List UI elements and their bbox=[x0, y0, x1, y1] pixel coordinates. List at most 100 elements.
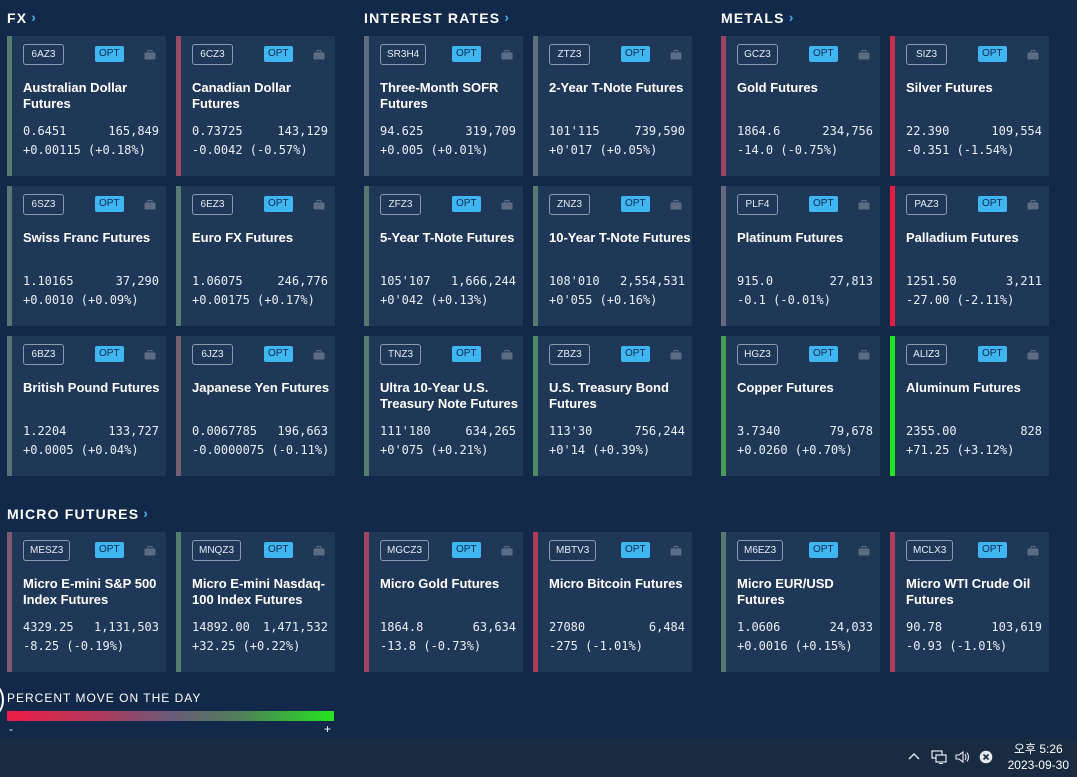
options-badge[interactable]: OPT bbox=[809, 346, 838, 362]
section-title-fx[interactable]: FX › bbox=[7, 10, 37, 26]
symbol-tag[interactable]: SR3H4 bbox=[380, 44, 427, 65]
briefcase-icon[interactable] bbox=[501, 347, 513, 360]
options-badge[interactable]: OPT bbox=[978, 196, 1007, 212]
options-badge[interactable]: OPT bbox=[452, 542, 481, 558]
briefcase-icon[interactable] bbox=[501, 197, 513, 210]
futures-card[interactable]: PLF4 OPT Platinum Futures 915.0 27,813 -0.1 (… bbox=[721, 186, 880, 326]
briefcase-icon[interactable] bbox=[858, 197, 870, 210]
section-title-metals[interactable]: METALS › bbox=[721, 10, 795, 26]
futures-card[interactable]: PAZ3 OPT Palladium Futures 1251.50 3,211 -27.… bbox=[890, 186, 1049, 326]
symbol-tag[interactable]: M6EZ3 bbox=[737, 540, 784, 561]
options-badge[interactable]: OPT bbox=[452, 46, 481, 62]
options-badge[interactable]: OPT bbox=[452, 346, 481, 362]
futures-card[interactable]: MCLX3 OPT Micro WTI Crude Oil Futures 90.78… bbox=[890, 532, 1049, 672]
symbol-tag[interactable]: ALIZ3 bbox=[906, 344, 947, 365]
futures-card[interactable]: HGZ3 OPT Copper Futures 3.7340 79,678 +0.0260… bbox=[721, 336, 880, 476]
futures-card[interactable]: MGCZ3 OPT Micro Gold Futures 1864.8 63,634 -1… bbox=[364, 532, 523, 672]
briefcase-icon[interactable] bbox=[144, 197, 156, 210]
briefcase-icon[interactable] bbox=[144, 47, 156, 60]
symbol-tag[interactable]: MCLX3 bbox=[906, 540, 954, 561]
chevron-up-icon[interactable] bbox=[907, 750, 921, 766]
symbol-tag[interactable]: 6SZ3 bbox=[23, 194, 64, 215]
options-badge[interactable]: OPT bbox=[978, 46, 1007, 62]
options-badge[interactable]: OPT bbox=[264, 46, 293, 62]
symbol-tag[interactable]: GCZ3 bbox=[737, 44, 778, 65]
options-badge[interactable]: OPT bbox=[621, 46, 650, 62]
options-badge[interactable]: OPT bbox=[621, 346, 650, 362]
futures-card[interactable]: ALIZ3 OPT Aluminum Futures 2355.00 828 +71.25… bbox=[890, 336, 1049, 476]
options-badge[interactable]: OPT bbox=[978, 542, 1007, 558]
futures-card[interactable]: SIZ3 OPT Silver Futures 22.390 109,554 -0.351… bbox=[890, 36, 1049, 176]
briefcase-icon[interactable] bbox=[858, 347, 870, 360]
close-circle-icon[interactable] bbox=[979, 750, 993, 766]
options-badge[interactable]: OPT bbox=[809, 196, 838, 212]
options-badge[interactable]: OPT bbox=[264, 346, 293, 362]
options-badge[interactable]: OPT bbox=[809, 542, 838, 558]
briefcase-icon[interactable] bbox=[501, 47, 513, 60]
futures-card[interactable]: ZFZ3 OPT 5-Year T-Note Futures 105'107 1,666… bbox=[364, 186, 523, 326]
briefcase-icon[interactable] bbox=[1027, 197, 1039, 210]
symbol-tag[interactable]: 6CZ3 bbox=[192, 44, 233, 65]
briefcase-icon[interactable] bbox=[313, 347, 325, 360]
symbol-tag[interactable]: 6AZ3 bbox=[23, 44, 64, 65]
briefcase-icon[interactable] bbox=[670, 543, 682, 556]
symbol-tag[interactable]: ZFZ3 bbox=[380, 194, 421, 215]
briefcase-icon[interactable] bbox=[313, 543, 325, 556]
briefcase-icon[interactable] bbox=[858, 543, 870, 556]
futures-card[interactable]: MBTV3 OPT Micro Bitcoin Futures 27080 6,484-… bbox=[533, 532, 692, 672]
briefcase-icon[interactable] bbox=[670, 347, 682, 360]
symbol-tag[interactable]: MNQZ3 bbox=[192, 540, 241, 561]
symbol-tag[interactable]: 6JZ3 bbox=[192, 344, 233, 365]
futures-card[interactable]: 6SZ3 OPT Swiss Franc Futures 1.10165 37,290 +… bbox=[7, 186, 166, 326]
options-badge[interactable]: OPT bbox=[95, 542, 124, 558]
options-badge[interactable]: OPT bbox=[264, 196, 293, 212]
options-badge[interactable]: OPT bbox=[264, 542, 293, 558]
options-badge[interactable]: OPT bbox=[95, 196, 124, 212]
network-icon[interactable] bbox=[931, 750, 947, 766]
symbol-tag[interactable]: HGZ3 bbox=[737, 344, 778, 365]
briefcase-icon[interactable] bbox=[501, 543, 513, 556]
briefcase-icon[interactable] bbox=[313, 47, 325, 60]
futures-card[interactable]: 6JZ3 OPT Japanese Yen Futures 0.0067785 196,… bbox=[176, 336, 335, 476]
options-badge[interactable]: OPT bbox=[621, 542, 650, 558]
briefcase-icon[interactable] bbox=[670, 197, 682, 210]
briefcase-icon[interactable] bbox=[1027, 47, 1039, 60]
symbol-tag[interactable]: MGCZ3 bbox=[380, 540, 429, 561]
briefcase-icon[interactable] bbox=[144, 347, 156, 360]
futures-card[interactable]: MESZ3 OPT Micro E-mini S&P 500 Index Futur… bbox=[7, 532, 166, 672]
options-badge[interactable]: OPT bbox=[452, 196, 481, 212]
futures-card[interactable]: 6EZ3 OPT Euro FX Futures 1.06075 246,776 +0.0… bbox=[176, 186, 335, 326]
symbol-tag[interactable]: 6BZ3 bbox=[23, 344, 64, 365]
briefcase-icon[interactable] bbox=[1027, 347, 1039, 360]
symbol-tag[interactable]: SIZ3 bbox=[906, 44, 947, 65]
futures-card[interactable]: M6EZ3 OPT Micro EUR/USD Futures 1.0606 24,03… bbox=[721, 532, 880, 672]
legend-toggle[interactable] bbox=[0, 683, 4, 717]
symbol-tag[interactable]: MESZ3 bbox=[23, 540, 71, 561]
futures-card[interactable]: TNZ3 OPT Ultra 10-Year U.S. Treasury Note … bbox=[364, 336, 523, 476]
futures-card[interactable]: 6BZ3 OPT British Pound Futures 1.2204 133,72… bbox=[7, 336, 166, 476]
futures-card[interactable]: 6CZ3 OPT Canadian Dollar Futures 0.73725 143… bbox=[176, 36, 335, 176]
options-badge[interactable]: OPT bbox=[95, 346, 124, 362]
symbol-tag[interactable]: MBTV3 bbox=[549, 540, 597, 561]
futures-card[interactable]: 6AZ3 OPT Australian Dollar Futures 0.6451 16… bbox=[7, 36, 166, 176]
section-title-micro-futures[interactable]: MICRO FUTURES › bbox=[7, 506, 149, 522]
briefcase-icon[interactable] bbox=[144, 543, 156, 556]
futures-card[interactable]: MNQZ3 OPT Micro E-mini Nasdaq-100 Index Fu… bbox=[176, 532, 335, 672]
symbol-tag[interactable]: ZBZ3 bbox=[549, 344, 590, 365]
symbol-tag[interactable]: TNZ3 bbox=[380, 344, 421, 365]
briefcase-icon[interactable] bbox=[1027, 543, 1039, 556]
symbol-tag[interactable]: 6EZ3 bbox=[192, 194, 233, 215]
options-badge[interactable]: OPT bbox=[621, 196, 650, 212]
section-title-interest-rates[interactable]: INTEREST RATES › bbox=[364, 10, 510, 26]
symbol-tag[interactable]: ZNZ3 bbox=[549, 194, 590, 215]
futures-card[interactable]: ZBZ3 OPT U.S. Treasury Bond Futures 113'30 7… bbox=[533, 336, 692, 476]
briefcase-icon[interactable] bbox=[858, 47, 870, 60]
futures-card[interactable]: ZNZ3 OPT 10-Year T-Note Futures 108'010 2,55… bbox=[533, 186, 692, 326]
briefcase-icon[interactable] bbox=[670, 47, 682, 60]
volume-icon[interactable] bbox=[955, 750, 971, 766]
options-badge[interactable]: OPT bbox=[95, 46, 124, 62]
briefcase-icon[interactable] bbox=[313, 197, 325, 210]
system-clock[interactable]: 오후 5:26 2023-09-30 bbox=[1008, 741, 1069, 773]
futures-card[interactable]: ZTZ3 OPT 2-Year T-Note Futures 101'115 739,5… bbox=[533, 36, 692, 176]
symbol-tag[interactable]: PAZ3 bbox=[906, 194, 947, 215]
